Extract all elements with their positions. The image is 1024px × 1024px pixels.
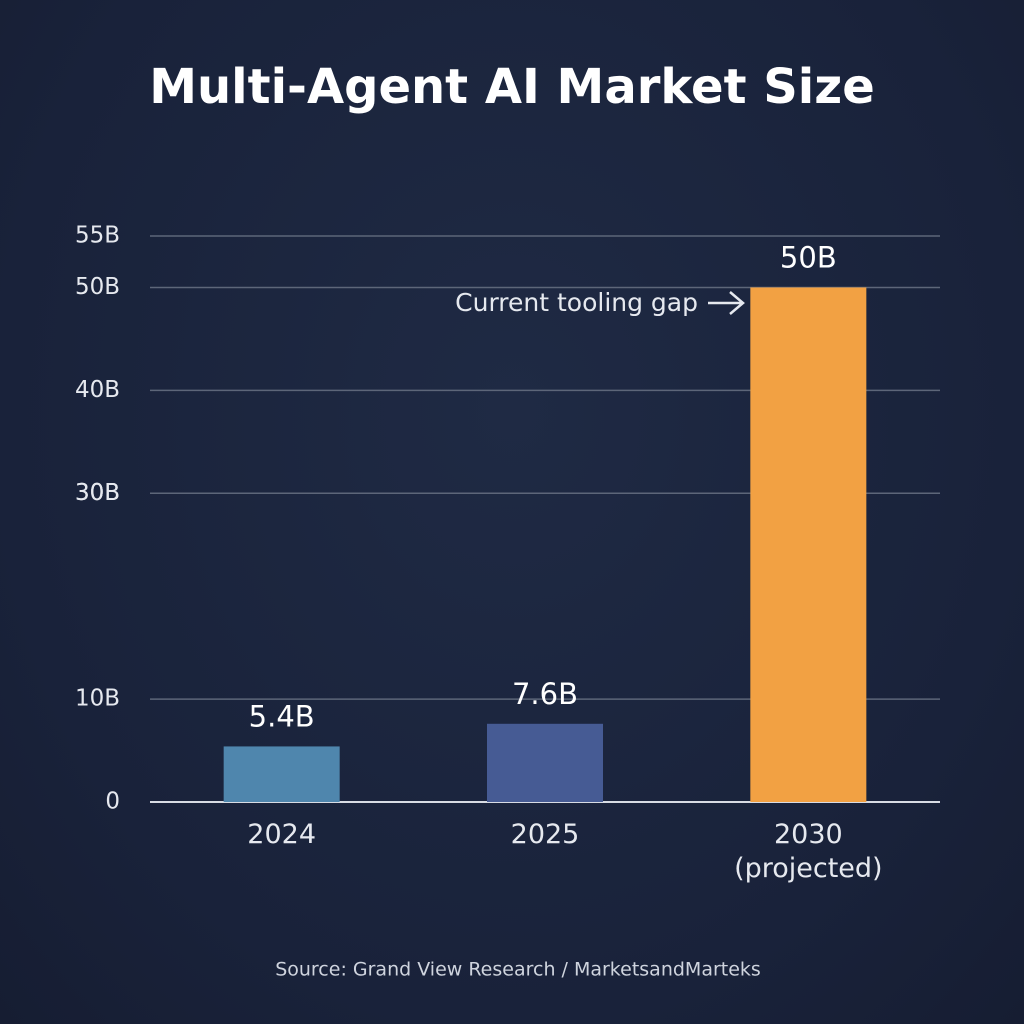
- y-tick-label: 30B: [75, 480, 120, 506]
- y-tick-label: 0: [105, 789, 120, 815]
- y-tick-label: 10B: [75, 686, 120, 712]
- x-tick-label: 2024: [247, 819, 317, 850]
- annotation-arrow: [708, 291, 745, 315]
- x-tick-label: 2030 (projected): [734, 819, 883, 884]
- bar: [223, 746, 340, 802]
- value-label: 50B: [780, 240, 837, 274]
- x-tick-label: 2025: [510, 819, 580, 850]
- y-tick-label: 30B: [75, 480, 120, 506]
- y-tick-label: 40B: [75, 377, 120, 403]
- value-label: 7.6B: [512, 677, 578, 711]
- annotation: Current tooling gap: [455, 288, 698, 317]
- y-tick-label: 50B: [75, 274, 120, 300]
- value-label: 5.4B: [249, 699, 315, 733]
- bar: [487, 723, 603, 802]
- y-tick-label: 55B: [75, 223, 120, 249]
- chart-title: Multi-Agent AI Market Size: [149, 59, 875, 115]
- source-note: Source: Grand View Research / Marketsand…: [275, 959, 761, 981]
- bar: [750, 287, 867, 802]
